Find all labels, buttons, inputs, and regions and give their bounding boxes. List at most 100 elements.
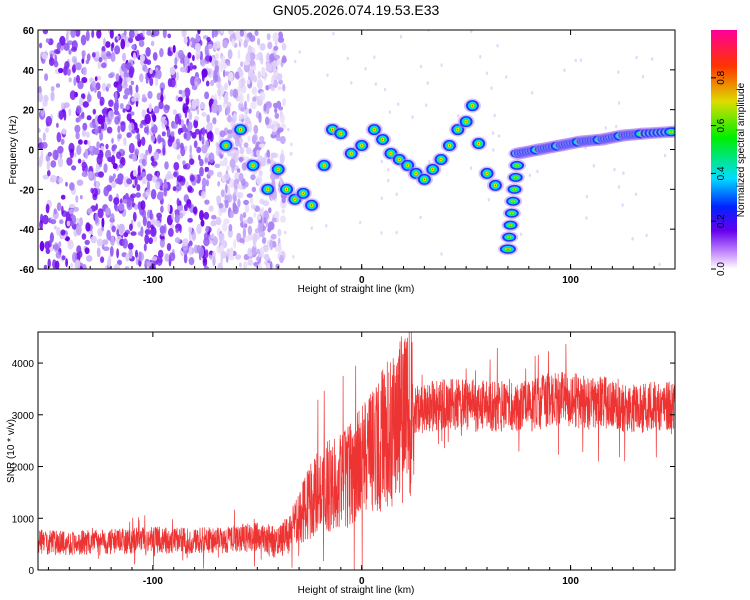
noise-blob	[70, 30, 76, 38]
track-blob-peak	[440, 158, 442, 161]
noise-blob	[159, 237, 165, 248]
noise-blob	[148, 103, 152, 113]
noise-blob	[217, 181, 221, 187]
noise-blob	[130, 231, 137, 236]
noise-blob	[273, 102, 278, 109]
noise-blob	[116, 83, 123, 92]
noise-blob	[56, 42, 61, 51]
noise-blob	[227, 228, 233, 238]
noise-blob	[52, 149, 59, 161]
noise-blob	[173, 161, 180, 171]
noise-blob	[211, 30, 215, 39]
noise-blob	[156, 170, 160, 179]
noise-blob	[91, 52, 96, 58]
noise-blob	[87, 207, 93, 214]
noise-blob	[145, 47, 151, 57]
noise-blob	[195, 49, 201, 60]
noise-blob	[634, 192, 638, 197]
track-blob-peak	[398, 158, 400, 161]
noise-blob	[125, 193, 129, 199]
noise-blob	[65, 211, 71, 222]
track-blob-peak	[478, 142, 480, 145]
noise-blob	[228, 224, 233, 232]
noise-blob	[46, 161, 51, 171]
noise-blob	[277, 73, 283, 81]
noise-blob	[326, 73, 329, 77]
y-tick-label: 0	[28, 146, 34, 157]
noise-blob	[82, 101, 90, 108]
noise-blob	[373, 55, 376, 59]
noise-blob	[182, 160, 186, 166]
noise-blob	[123, 30, 127, 36]
noise-blob	[103, 163, 108, 173]
noise-blob	[281, 43, 287, 51]
noise-blob	[470, 30, 473, 34]
noise-blob	[260, 56, 264, 65]
noise-blob	[150, 189, 157, 200]
noise-blob	[149, 209, 153, 221]
noise-blob	[224, 82, 228, 91]
noise-blob	[243, 40, 248, 48]
noise-blob	[63, 42, 70, 52]
noise-blob	[237, 49, 241, 60]
noise-blob	[140, 171, 147, 178]
noise-blob	[129, 223, 133, 231]
colorbar-tick-label: 0.6	[716, 118, 727, 132]
noise-blob	[235, 254, 242, 260]
y-tick-label: 2000	[12, 463, 35, 474]
noise-blob	[226, 248, 231, 258]
noise-blob	[146, 261, 152, 267]
noise-blob	[135, 192, 141, 198]
noise-blob	[245, 147, 252, 155]
noise-blob	[617, 70, 620, 74]
noise-blob	[91, 80, 96, 88]
noise-blob	[119, 198, 123, 205]
noise-blob	[252, 237, 257, 248]
noise-blob	[216, 81, 221, 89]
noise-blob	[190, 76, 196, 86]
noise-blob	[621, 203, 624, 207]
noise-blob	[120, 38, 126, 50]
noise-blob	[258, 143, 265, 148]
noise-blob	[592, 164, 595, 168]
noise-blob	[383, 87, 387, 92]
y-tick-label: 4000	[12, 359, 35, 370]
noise-blob	[395, 230, 398, 235]
noise-blob	[44, 73, 49, 81]
noise-blob	[187, 121, 193, 131]
noise-blob	[191, 230, 196, 241]
noise-blob	[239, 213, 244, 223]
noise-blob	[387, 178, 390, 183]
noise-blob	[182, 164, 188, 170]
noise-blob	[425, 103, 428, 107]
noise-blob	[275, 263, 280, 269]
noise-blob	[151, 120, 154, 127]
noise-blob	[94, 125, 99, 136]
noise-blob	[440, 63, 443, 67]
noise-blob	[189, 41, 193, 46]
noise-blob	[238, 93, 244, 104]
noise-blob	[125, 41, 131, 48]
noise-blob	[277, 85, 282, 91]
colorbar-tick-label: 0.2	[716, 214, 727, 228]
noise-blob	[175, 228, 179, 233]
noise-blob	[193, 119, 199, 129]
noise-blob	[279, 113, 285, 124]
noise-blob	[138, 39, 145, 48]
noise-blob	[76, 74, 80, 84]
noise-blob	[217, 262, 223, 269]
track-blob-peak	[350, 152, 352, 155]
noise-blob	[82, 66, 87, 76]
track-blob-peak	[331, 128, 334, 131]
noise-blob	[213, 99, 218, 107]
noise-blob	[227, 49, 233, 60]
noise-blob	[350, 81, 353, 85]
noise-blob	[42, 174, 49, 180]
noise-blob	[239, 38, 243, 43]
noise-blob	[217, 104, 223, 113]
noise-blob	[167, 170, 172, 177]
noise-blob	[154, 220, 161, 227]
noise-blob	[123, 94, 128, 100]
noise-blob	[126, 198, 132, 208]
noise-blob	[411, 115, 414, 119]
